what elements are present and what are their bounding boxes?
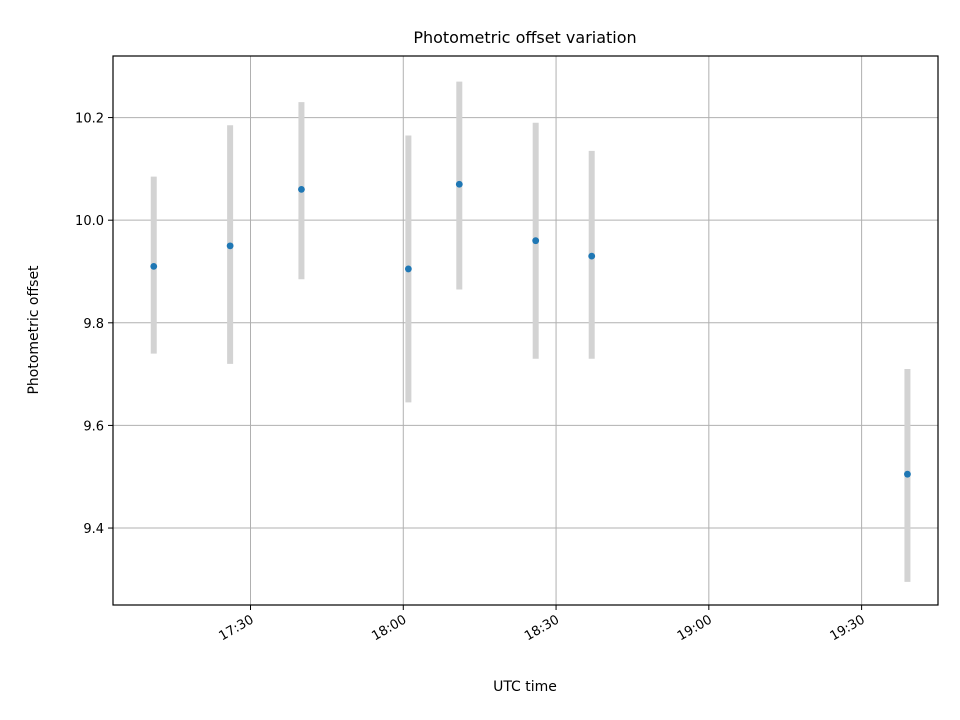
chart-title: Photometric offset variation bbox=[413, 28, 636, 47]
data-point bbox=[455, 180, 463, 188]
x-tick-label: 18:30 bbox=[522, 612, 562, 644]
data-point bbox=[588, 252, 596, 260]
data-points bbox=[150, 180, 911, 478]
y-tick-label: 9.4 bbox=[83, 522, 104, 537]
y-tick-label: 9.8 bbox=[83, 317, 104, 332]
y-tick-label: 10.0 bbox=[75, 214, 104, 229]
y-axis-label: Photometric offset bbox=[26, 265, 42, 395]
x-tick-label: 19:30 bbox=[828, 612, 868, 644]
error-bars bbox=[150, 81, 911, 582]
x-tick-label: 17:30 bbox=[217, 612, 257, 644]
y-tick-label: 9.6 bbox=[83, 419, 104, 434]
x-tick-label: 19:00 bbox=[675, 612, 715, 644]
x-axis-label: UTC time bbox=[493, 679, 557, 695]
data-point bbox=[404, 265, 412, 273]
data-point bbox=[150, 262, 158, 270]
y-tick-label: 10.2 bbox=[75, 112, 104, 127]
plot-frame bbox=[112, 55, 939, 606]
grid bbox=[113, 56, 938, 605]
x-tick-label: 18:00 bbox=[369, 612, 409, 644]
y-axis-ticks: 9.4 9.6 9.8 10.0 10.2 bbox=[75, 112, 113, 537]
data-point bbox=[532, 237, 540, 245]
data-point bbox=[904, 470, 911, 478]
data-point bbox=[298, 186, 305, 193]
data-point bbox=[226, 242, 234, 250]
x-axis-ticks: 17:30 18:00 18:30 19:00 19:30 bbox=[217, 605, 868, 644]
